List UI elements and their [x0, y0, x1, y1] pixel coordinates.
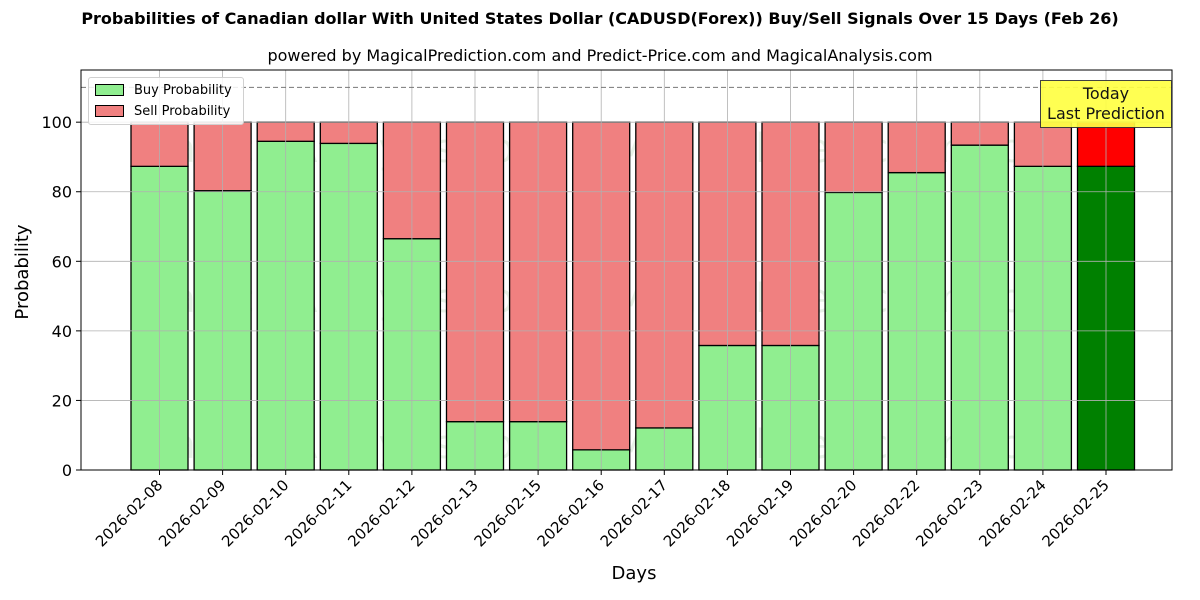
x-axis-label: Days	[611, 563, 657, 584]
x-tick-label: 2026-02-11	[281, 476, 355, 550]
x-tick-label: 2026-02-19	[723, 476, 797, 550]
x-tick-label: 2026-02-25	[1038, 476, 1112, 550]
y-tick-label: 100	[41, 113, 72, 132]
legend-item-buy: Buy Probability	[95, 81, 232, 99]
x-tick-label: 2026-02-13	[407, 476, 481, 550]
y-tick-label: 80	[52, 183, 72, 202]
y-tick-label: 0	[62, 461, 72, 480]
legend: Buy Probability Sell Probability	[88, 77, 244, 125]
x-tick-label: 2026-02-12	[344, 476, 418, 550]
chart-title: Probabilities of Canadian dollar With Un…	[81, 9, 1119, 28]
y-tick-label: 20	[52, 391, 72, 410]
y-tick-label: 40	[52, 322, 72, 341]
x-tick-label: 2026-02-23	[912, 476, 986, 550]
annotation-line-1: Today	[1082, 84, 1130, 103]
x-tick-label: 2026-02-09	[155, 476, 229, 550]
legend-item-sell: Sell Probability	[95, 102, 230, 120]
sell-swatch-icon	[95, 105, 124, 117]
buy-swatch-icon	[95, 84, 124, 96]
x-tick-label: 2026-02-22	[849, 476, 923, 550]
x-tick-label: 2026-02-20	[786, 476, 860, 550]
x-tick-label: 2026-02-08	[92, 476, 166, 550]
annotation-line-2: Last Prediction	[1047, 104, 1165, 123]
x-tick-label: 2026-02-16	[534, 476, 608, 550]
today-annotation: Today Last Prediction	[1040, 80, 1172, 128]
legend-buy-label: Buy Probability	[134, 82, 232, 98]
axes-frame	[80, 69, 1173, 471]
chart-subtitle: powered by MagicalPrediction.com and Pre…	[267, 46, 933, 65]
x-tick-label: 2026-02-24	[975, 476, 1049, 550]
x-tick-label: 2026-02-10	[218, 476, 292, 550]
x-tick-label: 2026-02-15	[471, 476, 545, 550]
y-tick-label: 60	[52, 252, 72, 271]
x-tick-label: 2026-02-18	[660, 476, 734, 550]
x-tick-label: 2026-02-17	[597, 476, 671, 550]
legend-sell-label: Sell Probability	[134, 103, 231, 119]
y-axis-label: Probability	[12, 224, 33, 320]
